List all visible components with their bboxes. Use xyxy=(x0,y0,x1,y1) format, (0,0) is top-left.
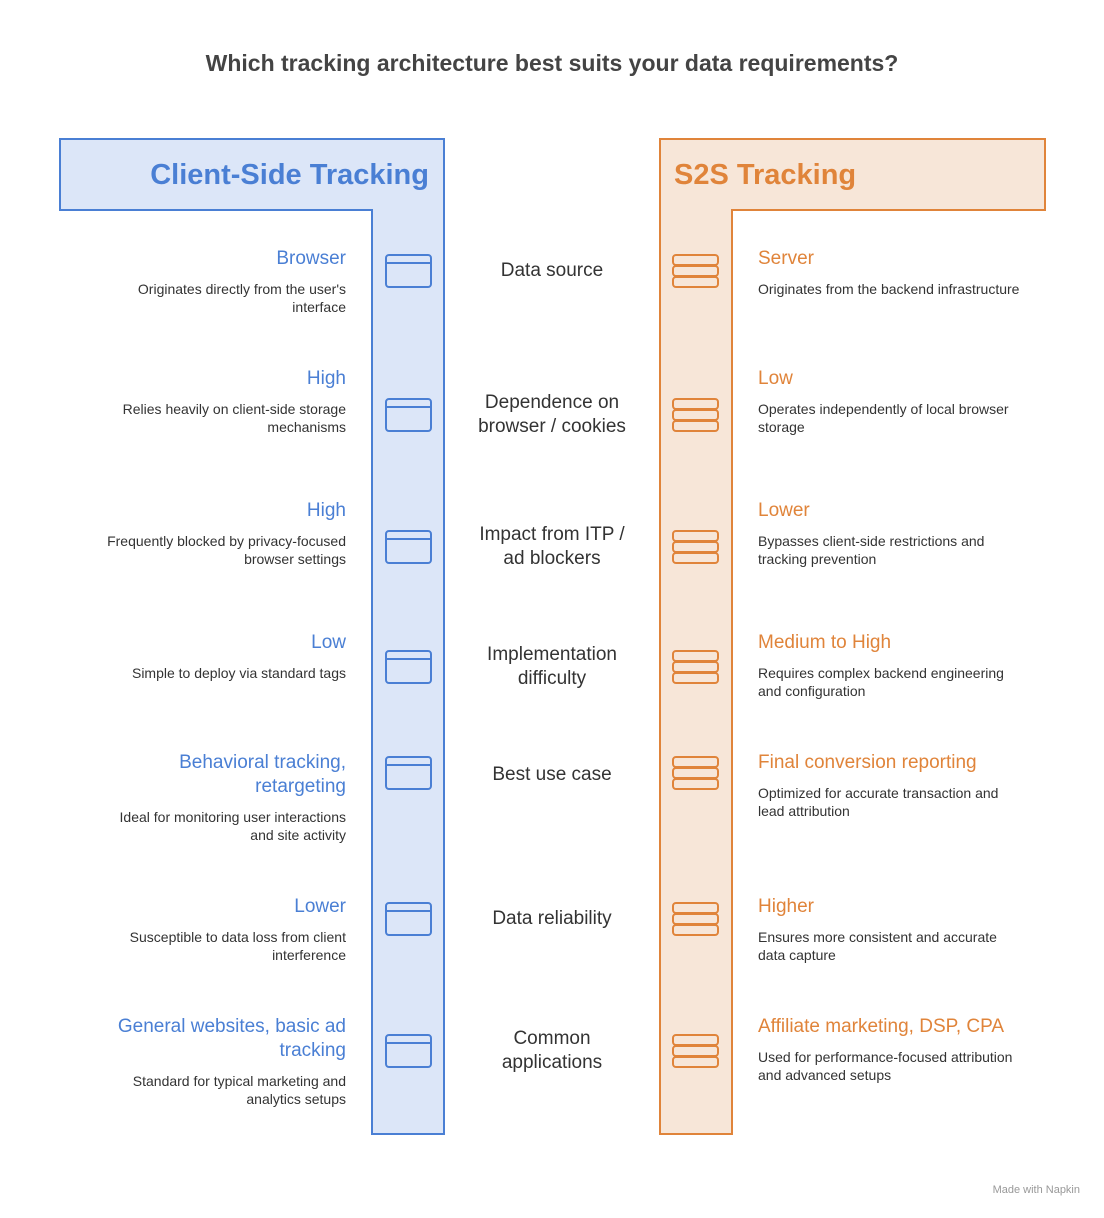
right-column-bar xyxy=(659,209,733,1135)
right-description: Bypasses client-side restrictions and tr… xyxy=(758,533,985,567)
left-description: Ideal for monitoring user interactions a… xyxy=(119,809,346,843)
title: Which tracking architecture best suits y… xyxy=(205,50,899,76)
left-description: Relies heavily on client-side storage me… xyxy=(122,401,346,435)
left-cell: High Relies heavily on client-side storag… xyxy=(96,367,346,436)
criterion: Implementation difficulty xyxy=(487,644,617,689)
icon-stroke xyxy=(672,420,719,432)
right-header-box xyxy=(659,138,1046,211)
right-description: Used for performance-focused attribution… xyxy=(758,1049,1013,1083)
right-title: Final conversion reporting xyxy=(758,752,977,773)
icon-stroke xyxy=(672,265,719,277)
criterion: Impact from ITP / ad blockers xyxy=(479,524,625,569)
criterion: Best use case xyxy=(492,764,612,785)
icon-stroke xyxy=(385,398,432,432)
left-title: High xyxy=(306,368,346,389)
criterion: Data reliability xyxy=(492,908,612,929)
right-title: Server xyxy=(758,248,814,269)
icon-stroke xyxy=(672,254,719,266)
left-title: General websites, basic ad tracking xyxy=(117,1016,346,1061)
left-title: Lower xyxy=(294,896,346,917)
left-cell: Lower Susceptible to data loss from clien… xyxy=(96,895,346,964)
left-header-box xyxy=(59,138,445,211)
icon-stroke xyxy=(672,650,719,662)
right-description: Ensures more consistent and accurate dat… xyxy=(758,929,997,963)
right-description: Operates independently of local browser … xyxy=(758,401,1009,435)
right-title: Lower xyxy=(758,500,810,521)
right-cell: Final conversion reporting Optimized for … xyxy=(758,751,1028,820)
right-title: Low xyxy=(758,368,793,389)
footer: Made with Napkin xyxy=(992,1184,1080,1196)
icon-stroke xyxy=(385,650,432,684)
left-cell: Low Simple to deploy via standard tags xyxy=(96,631,346,682)
left-cell: Browser Originates directly from the user… xyxy=(96,247,346,316)
right-title: Higher xyxy=(758,896,814,917)
icon-stroke xyxy=(672,778,719,790)
icon-stroke xyxy=(672,541,719,553)
right-description: Optimized for accurate transaction and l… xyxy=(758,785,999,819)
left-title: Low xyxy=(311,632,346,653)
icon-stroke xyxy=(672,924,719,936)
right-description: Originates from the backend infrastructu… xyxy=(758,281,1020,297)
icon-stroke xyxy=(672,756,719,768)
left-description: Frequently blocked by privacy-focused br… xyxy=(107,533,346,567)
icon-stroke xyxy=(385,254,432,288)
icon-stroke xyxy=(385,756,432,790)
right-cell: Lower Bypasses client-side restrictions a… xyxy=(758,499,1028,568)
icon-stroke xyxy=(672,1045,719,1057)
left-heading: Client-Side Tracking xyxy=(150,159,429,191)
icon-stroke xyxy=(385,1034,432,1068)
criterion: Data source xyxy=(500,260,604,281)
right-heading: S2S Tracking xyxy=(674,159,857,191)
right-cell: Higher Ensures more consistent and accura… xyxy=(758,895,1028,964)
criterion: Dependence on browser / cookies xyxy=(478,392,626,437)
icon-stroke xyxy=(672,1034,719,1046)
right-cell: Affiliate marketing, DSP, CPA Used for pe… xyxy=(758,1015,1028,1084)
icon-stroke xyxy=(672,276,719,288)
left-title: High xyxy=(306,500,346,521)
icon-stroke xyxy=(672,552,719,564)
icon-stroke xyxy=(672,672,719,684)
left-cell: High Frequently blocked by privacy-focuse… xyxy=(96,499,346,568)
right-description: Requires complex backend engineering and… xyxy=(758,665,1004,699)
icon-stroke xyxy=(672,902,719,914)
left-title: Behavioral tracking, retargeting xyxy=(179,752,346,797)
left-title: Browser xyxy=(276,248,346,269)
right-cell: Low Operates independently of local brows… xyxy=(758,367,1028,436)
icon-stroke xyxy=(385,902,432,936)
icon-stroke xyxy=(672,661,719,673)
icon-stroke xyxy=(672,530,719,542)
icon-stroke xyxy=(672,398,719,410)
icon-stroke xyxy=(672,913,719,925)
left-description: Simple to deploy via standard tags xyxy=(131,665,346,681)
right-cell: Server Originates from the backend infras… xyxy=(758,247,1028,298)
left-description: Originates directly from the user's inte… xyxy=(137,281,346,315)
left-description: Standard for typical marketing and analy… xyxy=(132,1073,346,1107)
left-column-bar xyxy=(371,209,445,1135)
right-cell: Medium to High Requires complex backend e… xyxy=(758,631,1028,700)
left-description: Susceptible to data loss from client int… xyxy=(129,929,346,963)
right-title: Medium to High xyxy=(758,632,892,653)
left-cell: Behavioral tracking, retargeting Ideal fo… xyxy=(96,751,346,844)
icon-stroke xyxy=(672,1056,719,1068)
icon-stroke xyxy=(385,530,432,564)
criterion: Common applications xyxy=(501,1028,603,1073)
icon-stroke xyxy=(672,409,719,421)
left-cell: General websites, basic ad tracking Stand… xyxy=(96,1015,346,1108)
right-title: Affiliate marketing, DSP, CPA xyxy=(758,1016,1005,1037)
icon-stroke xyxy=(672,767,719,779)
